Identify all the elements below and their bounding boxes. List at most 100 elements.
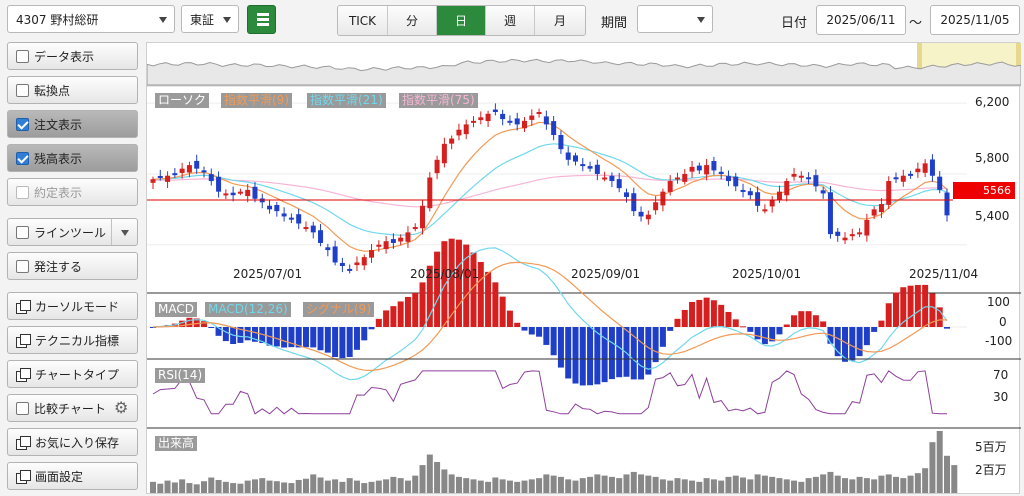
chevron-down-icon[interactable] [111, 219, 137, 245]
macd-histogram-bar [368, 327, 375, 330]
candle [893, 177, 899, 180]
candle [944, 192, 950, 216]
date-tick: 2025/08/01 [410, 267, 480, 281]
volume-bar [390, 476, 397, 493]
candle [543, 116, 549, 125]
volume-bar [885, 474, 892, 493]
macd-histogram-bar [485, 271, 492, 327]
candle [529, 115, 535, 120]
macd-histogram-bar [259, 327, 266, 344]
macd-histogram-bar [914, 284, 921, 327]
date-from-field[interactable]: 2025/06/11 [816, 5, 906, 35]
volume-bar [951, 465, 958, 493]
candle [798, 175, 804, 178]
ema21-line [152, 143, 948, 236]
window-icon [16, 469, 31, 484]
macd-histogram-bar [237, 327, 244, 343]
stock-select[interactable]: 4307 野村総研 [7, 5, 175, 33]
volume-bar [200, 481, 207, 493]
market-select[interactable]: 東証 [181, 5, 239, 33]
rsi-legend: RSI(14) [155, 368, 206, 383]
candle [492, 109, 498, 113]
candle [871, 209, 877, 216]
volume-bar [791, 480, 798, 493]
macd-histogram-bar [419, 282, 426, 327]
volume-bar [302, 478, 309, 493]
candle [325, 247, 331, 251]
data-display-toggle[interactable]: データ表示 [7, 42, 138, 70]
favorites-label: お気に入り保存 [35, 435, 120, 450]
gear-icon[interactable]: ⚙ [114, 398, 129, 417]
macd-histogram-bar [332, 327, 339, 358]
order-display-toggle[interactable]: 注文表示 [7, 110, 138, 138]
date-separator: ～ [909, 16, 923, 31]
position-display-toggle[interactable]: 残高表示 [7, 144, 138, 172]
candle [230, 192, 236, 196]
volume-bar [834, 475, 841, 493]
candle [755, 192, 761, 206]
macd-histogram-bar [594, 327, 601, 385]
candle [704, 165, 710, 175]
save-favorites-button[interactable]: お気に入り保存 [7, 428, 138, 456]
checkbox-icon [16, 259, 29, 273]
volume-bar [404, 480, 411, 493]
candle [223, 193, 229, 196]
volume-bar [441, 469, 448, 493]
turning-point-label: 転換点 [34, 83, 71, 98]
tab-minute[interactable]: 分 [388, 6, 437, 35]
tab-week[interactable]: 週 [486, 6, 535, 35]
compare-chart-label: 比較チャート [34, 401, 106, 416]
volume-bar [776, 478, 783, 493]
tab-day[interactable]: 日 [437, 6, 486, 35]
compare-chart-toggle[interactable]: 比較チャート ⚙ [7, 394, 138, 422]
chart-type-label: チャートタイプ [35, 367, 119, 382]
volume-bar [426, 454, 433, 493]
candle [580, 164, 586, 167]
candle [441, 143, 447, 164]
line-tool-toggle[interactable]: ラインツール [7, 218, 138, 246]
candle [660, 191, 666, 206]
volume-bar [383, 479, 390, 493]
chart-type-button[interactable]: チャートタイプ [7, 360, 138, 388]
volume-bar [171, 482, 178, 493]
macd-histogram-bar [441, 241, 448, 327]
overview-navigator[interactable] [147, 43, 1021, 86]
execution-display-toggle[interactable]: 約定表示 [7, 178, 138, 206]
volume-bar [244, 480, 251, 493]
macd-histogram-bar [849, 327, 856, 361]
macd-histogram-bar [353, 327, 360, 350]
chart-area[interactable]: ローソク 指数平滑(9) 指数平滑(21) 指数平滑(75) 6,200 5,8… [146, 42, 1021, 495]
date-label: 日付 [781, 16, 808, 31]
macd-histogram-bar [929, 293, 936, 327]
candle [332, 246, 338, 263]
volume-bar [812, 476, 819, 493]
volume-bar [485, 481, 492, 493]
checkbox-icon [16, 401, 29, 415]
candle [201, 170, 207, 173]
list-icon-line [254, 18, 269, 21]
candle [806, 177, 812, 180]
screen-settings-button[interactable]: 画面設定 [7, 462, 138, 490]
volume-bar [448, 474, 455, 493]
volume-bar [863, 478, 870, 493]
technical-indicator-button[interactable]: テクニカル指標 [7, 326, 138, 354]
list-view-button[interactable] [247, 5, 276, 34]
candle [878, 204, 884, 213]
macd-histogram-bar [528, 327, 535, 335]
cursor-mode-button[interactable]: カーソルモード [7, 292, 138, 320]
tab-month[interactable]: 月 [535, 6, 585, 35]
period-select[interactable] [637, 5, 713, 33]
candle [390, 239, 396, 243]
candle [347, 268, 353, 271]
volume-bar [288, 483, 295, 493]
macd-tick: -100 [985, 334, 1013, 348]
macd-histogram-bar [878, 320, 885, 327]
ema9-line [152, 121, 948, 252]
candle [318, 230, 324, 243]
volume-bar [164, 480, 171, 493]
date-to-field[interactable]: 2025/11/05 [930, 5, 1020, 35]
tab-tick[interactable]: TICK [338, 6, 388, 35]
place-order-toggle[interactable]: 発注する [7, 252, 138, 280]
chart-canvas[interactable] [147, 43, 1021, 495]
turning-point-toggle[interactable]: 転換点 [7, 76, 138, 104]
